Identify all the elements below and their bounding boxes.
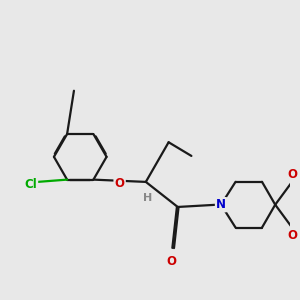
Text: O: O: [288, 167, 298, 181]
Text: N: N: [216, 198, 226, 211]
Text: Cl: Cl: [24, 178, 37, 191]
Text: O: O: [288, 229, 298, 242]
Text: H: H: [143, 193, 153, 203]
Text: O: O: [166, 255, 176, 268]
Text: O: O: [115, 176, 124, 190]
